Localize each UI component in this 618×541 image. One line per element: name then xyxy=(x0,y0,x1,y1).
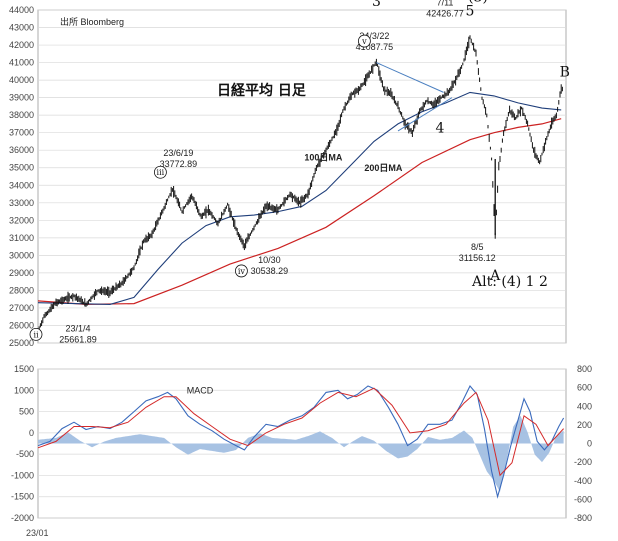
peak-value-label: 25661.89 xyxy=(59,334,97,344)
price-y-tick: 41000 xyxy=(9,58,34,68)
price-y-tick: 34000 xyxy=(9,180,34,190)
price-y-tick: 43000 xyxy=(9,23,34,33)
chart-title: 日経平均 日足 xyxy=(217,82,307,99)
price-y-tick: 33000 xyxy=(9,198,34,208)
wave-circle-marker xyxy=(29,327,43,341)
price-y-tick: 27000 xyxy=(9,303,34,313)
macd-y2-tick: 600 xyxy=(577,383,592,393)
price-y-tick: 29000 xyxy=(9,268,34,278)
peak-value-label: 33772.89 xyxy=(160,159,198,169)
peak-value-label: 41087.75 xyxy=(356,42,394,52)
signal-line xyxy=(37,387,564,477)
macd-y-tick: -2000 xyxy=(11,513,34,523)
alt-wave-label: Alt: (4) 1 2 xyxy=(471,274,548,290)
macd-y2-tick: -400 xyxy=(574,476,592,486)
price-y-tick: 28000 xyxy=(9,285,34,295)
macd-y2-tick: -600 xyxy=(574,494,592,504)
macd-y2-tick: 200 xyxy=(577,420,592,430)
price-y-tick: 37000 xyxy=(9,128,34,138)
price-y-tick: 26000 xyxy=(9,320,34,330)
peak-date-label: 10/30 xyxy=(258,255,281,265)
price-y-tick: 32000 xyxy=(9,215,34,225)
wave-top-label: (3) xyxy=(468,0,488,6)
macd-y-tick: -1500 xyxy=(11,492,34,502)
price-y-tick: 40000 xyxy=(9,75,34,85)
wave-roman-label: ⅲ xyxy=(157,168,165,177)
wave-roman-label: ⅴ xyxy=(361,37,367,46)
trendline-lower xyxy=(397,97,453,132)
trendline-upper xyxy=(376,62,444,93)
price-y-tick: 35000 xyxy=(9,163,34,173)
wave-roman-label: ⅳ xyxy=(238,267,246,276)
peak-date-label: 7/11 xyxy=(437,0,454,8)
peak-date-label: 23/1/4 xyxy=(65,323,90,333)
price-y-tick: 31000 xyxy=(9,233,34,243)
macd-y2-tick: -800 xyxy=(574,513,592,523)
wave-label: B xyxy=(560,65,570,81)
price-panel-frame xyxy=(37,9,567,344)
macd-y2-tick: 400 xyxy=(577,401,592,411)
peak-value-label: 30538.29 xyxy=(251,266,289,276)
peak-date-label: 23/6/19 xyxy=(163,148,193,158)
ma200-label: 200日MA xyxy=(364,163,403,173)
wave-circle-marker xyxy=(153,165,167,179)
price-y-tick: 36000 xyxy=(9,145,34,155)
macd-label: MACD xyxy=(187,385,214,395)
price-y-tick: 42000 xyxy=(9,40,34,50)
peak-value-label: 42426.77 xyxy=(426,9,464,19)
macd-y-tick: 500 xyxy=(19,407,34,417)
wave-label: 4 xyxy=(436,121,445,137)
price-y-tick: 38000 xyxy=(9,110,34,120)
macd-y2-tick: 0 xyxy=(587,439,592,449)
wave-roman-label: ⅱ xyxy=(33,330,38,339)
peak-date-label: 24/3/22 xyxy=(359,31,389,41)
source-label: 出所 Bloomberg xyxy=(60,16,124,27)
wave-big-label: 3 xyxy=(372,0,381,10)
x-axis-start-label: 23/01 xyxy=(26,528,49,538)
wave-big-label: 5 xyxy=(466,4,475,20)
peak-value-label: 31156.12 xyxy=(459,253,496,263)
macd-y-tick: -500 xyxy=(16,449,34,459)
macd-y-tick: 1000 xyxy=(14,385,34,395)
peak-date-label: 8/5 xyxy=(471,242,484,252)
wave-circle-marker xyxy=(234,264,248,278)
macd-y2-tick: -200 xyxy=(574,457,592,467)
wave-big-label: A xyxy=(489,268,501,284)
macd-y-tick: -1000 xyxy=(11,470,34,480)
ma100-line xyxy=(37,91,562,305)
macd-y-tick: 1500 xyxy=(14,364,34,374)
price-y-tick: 44000 xyxy=(9,5,34,15)
macd-y-tick: 0 xyxy=(29,428,34,438)
ma200-line xyxy=(37,118,562,306)
ma100-label: 100日MA xyxy=(304,153,343,163)
macd-y2-tick: 800 xyxy=(577,364,592,374)
price-y-tick: 39000 xyxy=(9,93,34,103)
wave-circle-marker xyxy=(357,34,371,48)
price-y-tick: 25000 xyxy=(9,338,34,348)
price-y-tick: 30000 xyxy=(9,250,34,260)
